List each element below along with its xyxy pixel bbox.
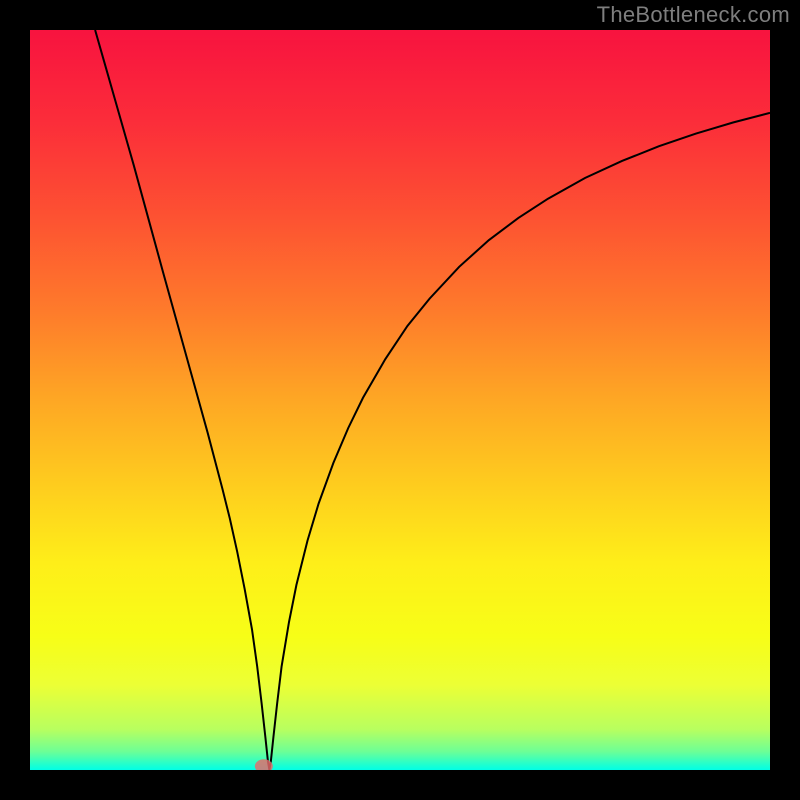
gradient-background xyxy=(30,30,770,770)
plot-area xyxy=(30,30,770,770)
watermark: TheBottleneck.com xyxy=(597,2,790,28)
